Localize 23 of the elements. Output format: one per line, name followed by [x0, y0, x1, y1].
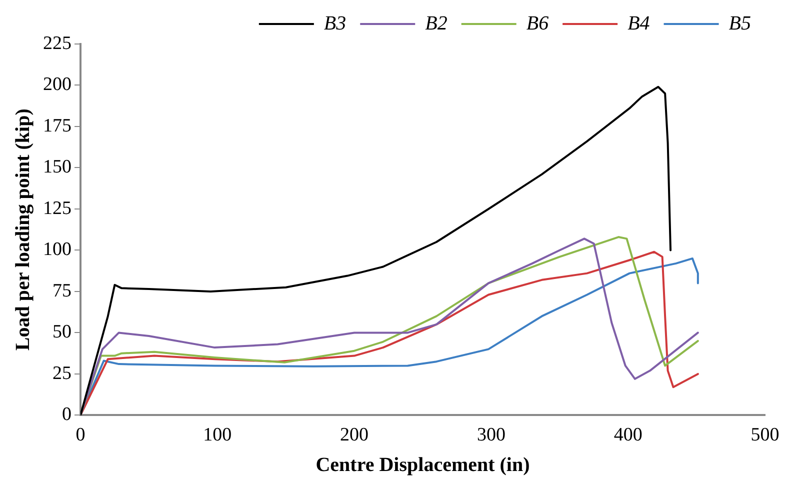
y-tick-label: 200: [43, 74, 72, 96]
legend-label: B4: [628, 12, 650, 34]
legend-label: B6: [526, 12, 549, 34]
legend-label: B2: [425, 12, 448, 34]
y-axis-title: Load per loading point (kip): [12, 108, 34, 351]
x-tick-label: 300: [476, 424, 506, 446]
y-tick-label: 50: [52, 322, 72, 343]
y-tick-label: 75: [52, 280, 72, 302]
x-tick-label: 200: [340, 424, 369, 446]
y-tick-label: 0: [62, 404, 72, 426]
y-tick-label: 25: [52, 362, 72, 384]
legend-label: B3: [324, 12, 346, 34]
y-tick-label: 225: [43, 32, 72, 54]
y-tick-label: 100: [43, 239, 72, 260]
x-tick-label: 500: [750, 424, 780, 446]
y-tick-label: 175: [43, 115, 72, 136]
y-tick-label: 125: [43, 198, 72, 219]
x-axis-title: Centre Displacement (in): [316, 454, 530, 476]
legend-label: B5: [728, 12, 751, 34]
y-tick-label: 150: [43, 156, 72, 178]
x-tick-label: 100: [203, 424, 232, 446]
x-tick-label: 0: [76, 424, 86, 446]
x-tick-label: 400: [614, 424, 642, 446]
